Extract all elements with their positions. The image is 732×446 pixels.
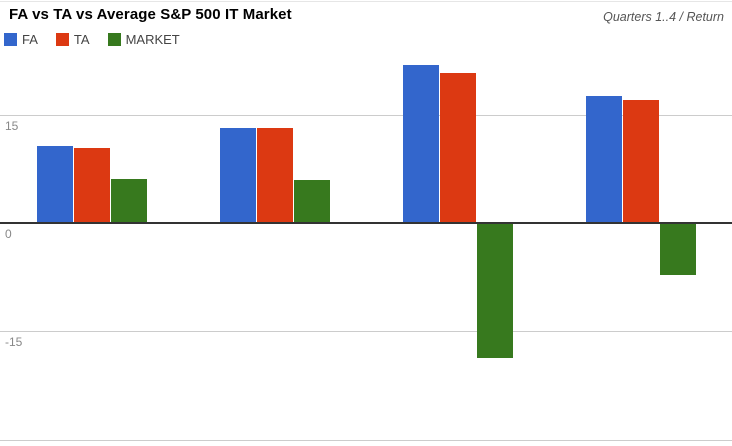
y-tick-label: 0 <box>5 227 12 241</box>
bar-fa-q4[interactable] <box>585 95 622 223</box>
bar-market-q3[interactable] <box>476 223 513 358</box>
gridline <box>0 331 732 333</box>
bar-ta-q4[interactable] <box>622 100 659 223</box>
chart-range-annotation: Quarters 1..4 / Return <box>603 10 724 24</box>
bar-market-q1[interactable] <box>110 178 147 223</box>
bar-fa-q3[interactable] <box>402 64 439 223</box>
bar-ta-q3[interactable] <box>439 73 476 223</box>
gridline <box>0 114 732 116</box>
legend-label: FA <box>22 32 38 47</box>
gridline <box>0 439 732 441</box>
legend-item-fa: FA <box>4 32 38 47</box>
legend: FA TA MARKET <box>4 32 180 47</box>
legend-item-market: MARKET <box>107 32 180 47</box>
bar-ta-q1[interactable] <box>73 148 110 223</box>
legend-swatch-icon <box>55 33 69 46</box>
bar-ta-q2[interactable] <box>256 127 293 223</box>
bar-market-q4[interactable] <box>659 223 696 276</box>
legend-item-ta: TA <box>55 32 90 47</box>
legend-label: MARKET <box>125 32 180 47</box>
y-tick-label: 15 <box>5 118 19 133</box>
chart-title: FA vs TA vs Average S&P 500 IT Market <box>9 6 292 23</box>
legend-swatch-icon <box>107 33 121 46</box>
legend-label: TA <box>73 32 90 47</box>
x-axis-baseline <box>0 222 732 224</box>
bar-fa-q2[interactable] <box>219 127 256 223</box>
top-divider <box>0 1 732 2</box>
bar-market-q2[interactable] <box>293 180 330 223</box>
y-tick-label: -15 <box>5 335 23 350</box>
bar-fa-q1[interactable] <box>36 145 73 223</box>
legend-swatch-icon <box>4 33 17 46</box>
